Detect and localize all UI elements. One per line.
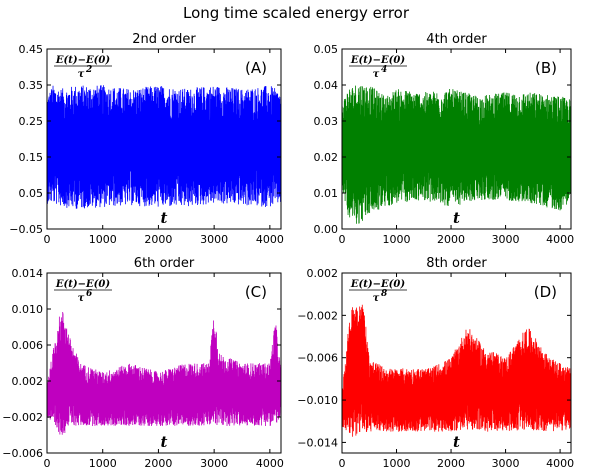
y-tick-label: 0.002 (12, 375, 44, 388)
y-tick-label: −0.002 (2, 411, 43, 424)
annotation-numerator: E(t)−E(0) (350, 279, 405, 290)
x-tick-label: 0 (339, 457, 346, 470)
y-tick-label: 0.04 (314, 79, 339, 92)
panel-title: 6th order (134, 256, 195, 271)
y-tick-label: −0.05 (9, 223, 43, 236)
x-axis-label: t (161, 433, 168, 451)
plot-frame (341, 272, 572, 454)
annotation-numerator: E(t)−E(0) (55, 55, 110, 66)
plot-frame (46, 48, 282, 230)
y-tick-label: 0.02 (314, 151, 339, 164)
panel-tag: (A) (245, 59, 267, 77)
y-tick-label: 0.03 (314, 115, 339, 128)
panel-4: 0 1000 2000 3000 4000 −0.014 −0.010 −0.006 −0.00… (297, 256, 574, 470)
y-tick-label: 0.01 (314, 187, 339, 200)
x-tick-label: 0 (44, 457, 51, 470)
y-tick-label: −0.010 (297, 394, 338, 407)
x-tick-label: 4000 (256, 457, 284, 470)
panel-tag: (C) (245, 283, 267, 301)
y-tick-label: −0.006 (2, 447, 43, 460)
x-tick-label: 3000 (492, 233, 520, 246)
x-tick-label: 4000 (256, 233, 284, 246)
x-tick-label: 2000 (437, 457, 465, 470)
y-tick-label: 0.35 (19, 79, 44, 92)
y-tick-label: −0.014 (297, 436, 338, 449)
x-tick-label: 1000 (383, 457, 411, 470)
x-tick-label: 4000 (546, 457, 574, 470)
panel-1: 0 1000 2000 3000 4000 −0.05 0.05 0.15 0.25 0.35 0.… (9, 32, 284, 246)
annotation-denominator: τ (78, 69, 85, 80)
y-tick-label: 0.05 (19, 187, 44, 200)
annotation-power: 8 (381, 289, 388, 299)
annotation-numerator: E(t)−E(0) (55, 279, 110, 290)
annotation-power: 6 (86, 289, 93, 299)
y-tick-label: 0.05 (314, 43, 339, 56)
panel-title: 8th order (426, 256, 487, 271)
x-tick-label: 2000 (144, 233, 172, 246)
x-tick-label: 3000 (200, 457, 228, 470)
annotation-denominator: τ (373, 293, 380, 304)
panel-2: 0 1000 2000 3000 4000 0.00 0.01 0.02 0.03 0.04 0.0… (314, 32, 575, 246)
y-tick-label: 0.002 (307, 267, 339, 280)
annotation-power: 2 (85, 65, 92, 75)
x-tick-label: 2000 (437, 233, 465, 246)
y-tick-label: −0.002 (297, 309, 338, 322)
annotation-numerator: E(t)−E(0) (350, 55, 405, 66)
x-axis-label: t (453, 209, 460, 227)
y-tick-label: −0.006 (297, 352, 338, 365)
panel-tag: (B) (535, 59, 557, 77)
x-tick-label: 0 (44, 233, 51, 246)
annotation-denominator: τ (373, 69, 380, 80)
annotation-denominator: τ (78, 293, 85, 304)
x-tick-label: 2000 (144, 457, 172, 470)
panel-3: 0 1000 2000 3000 4000 −0.006 −0.002 0.002 0.006 0… (2, 256, 284, 470)
y-tick-label: 0.014 (12, 267, 44, 280)
y-tick-label: 0.00 (314, 223, 339, 236)
x-axis-label: t (161, 209, 168, 227)
series-line (342, 85, 571, 224)
figure-title: Long time scaled energy error (183, 4, 410, 22)
x-tick-label: 1000 (383, 233, 411, 246)
y-tick-label: 0.45 (19, 43, 44, 56)
panel-title: 2nd order (132, 32, 196, 47)
x-tick-label: 1000 (89, 457, 117, 470)
x-tick-label: 4000 (546, 233, 574, 246)
y-tick-label: 0.006 (12, 339, 44, 352)
y-tick-label: 0.010 (12, 303, 44, 316)
series-line (342, 304, 571, 437)
panel-title: 4th order (426, 32, 487, 47)
x-tick-label: 3000 (200, 233, 228, 246)
panel-tag: (D) (534, 283, 557, 301)
plot-frame (46, 272, 282, 454)
series-line (47, 85, 281, 209)
y-tick-label: 0.15 (19, 151, 44, 164)
x-tick-label: 1000 (89, 233, 117, 246)
x-tick-label: 3000 (492, 457, 520, 470)
x-tick-label: 0 (339, 233, 346, 246)
annotation-power: 4 (381, 65, 387, 75)
series-line (47, 312, 281, 435)
y-tick-label: 0.25 (19, 115, 44, 128)
x-axis-label: t (453, 433, 460, 451)
plot-frame (341, 48, 572, 230)
